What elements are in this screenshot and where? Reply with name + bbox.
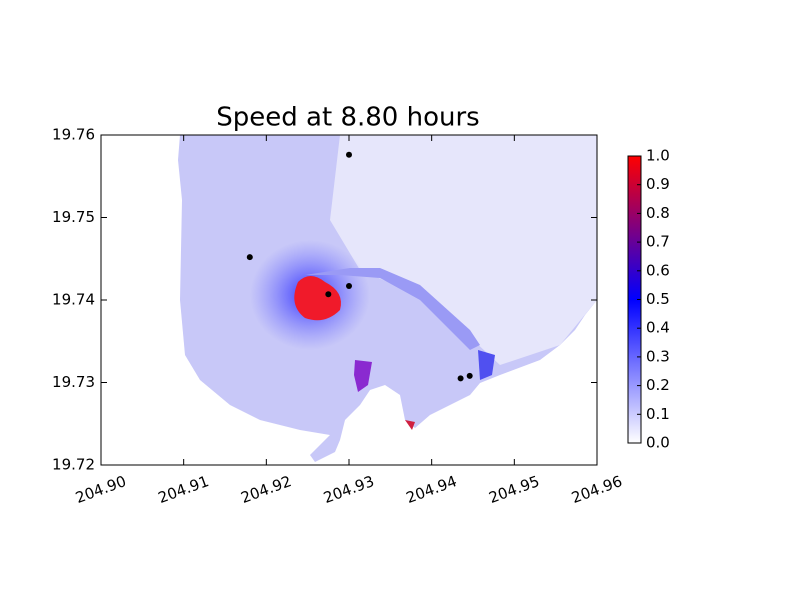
colorbar-tick-label: 0.6	[646, 261, 670, 279]
colorbar-tick-label: 0.1	[646, 405, 670, 423]
x-tick-label: 204.94	[404, 472, 459, 507]
channel	[305, 268, 480, 350]
colorbar-tick-label: 0.2	[646, 376, 670, 394]
speed-field	[178, 135, 597, 462]
speed-spot	[405, 420, 415, 430]
x-tick-label: 204.91	[156, 472, 211, 507]
colorbar-tick-label: 0.8	[646, 204, 670, 222]
y-tick-label: 19.76	[52, 126, 95, 144]
plot-area	[246, 151, 473, 382]
speed-spot	[354, 360, 372, 392]
y-tick-label: 19.74	[52, 291, 95, 309]
speed-spot	[478, 350, 495, 380]
x-tick-label: 204.90	[73, 472, 128, 507]
speed-peak	[294, 276, 341, 321]
x-tick-label: 204.96	[569, 472, 624, 507]
gauge-point	[346, 282, 352, 289]
gauge-point	[466, 372, 473, 379]
x-tick-label: 204.92	[238, 472, 293, 507]
colorbar-tick-label: 0.5	[646, 290, 670, 308]
y-tick-label: 19.72	[52, 456, 95, 474]
gauge-point	[246, 254, 253, 261]
gauge-point	[457, 375, 464, 382]
colorbar-tick-label: 0.3	[646, 347, 670, 365]
gauge-point	[346, 151, 352, 158]
water-calm	[330, 135, 597, 365]
colorbar-tick-label: 0.4	[646, 319, 670, 337]
colorbar-tick-label: 1.0	[646, 147, 670, 165]
colorbar-tick-label: 0.9	[646, 175, 670, 193]
y-tick-label: 19.75	[52, 208, 95, 226]
x-tick-label: 204.93	[321, 472, 376, 507]
colorbar-tick-label: 0.0	[646, 434, 670, 452]
chart-title: Speed at 8.80 hours	[216, 103, 479, 133]
x-tick-label: 204.95	[486, 472, 541, 507]
gauge-point	[325, 291, 332, 298]
y-tick-label: 19.73	[52, 373, 95, 391]
colorbar-tick-label: 0.7	[646, 233, 670, 251]
